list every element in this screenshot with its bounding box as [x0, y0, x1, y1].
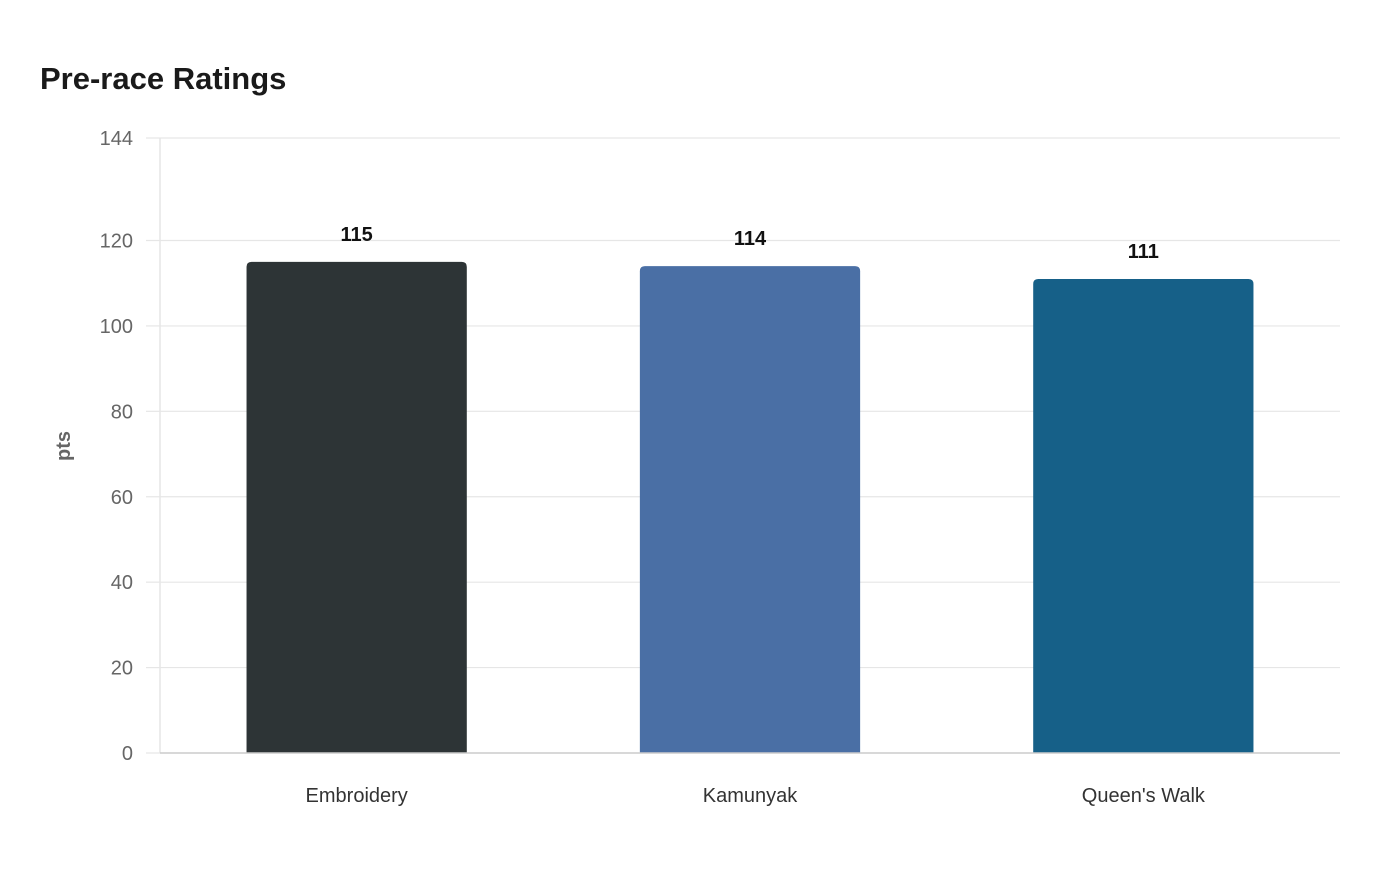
bar: [1033, 278, 1254, 753]
y-tick-label: 0: [122, 743, 133, 765]
y-tick-label: 144: [100, 128, 133, 150]
bar-value-label: 115: [341, 224, 373, 246]
chart-title: Pre-race Ratings: [40, 61, 287, 96]
y-tick-label: 20: [111, 658, 133, 680]
x-tick-label: Kamunyak: [703, 785, 798, 807]
y-axis: 0 20 40 60 80 100 120 144: [100, 128, 161, 765]
bars: 115 114 111: [246, 224, 1254, 753]
y-axis-title: pts: [53, 431, 75, 461]
y-tick-label: 60: [111, 487, 133, 509]
y-tick-label: 80: [111, 401, 133, 423]
y-tick-label: 100: [100, 316, 133, 338]
bar-value-label: 111: [1128, 241, 1159, 263]
bar-value-label: 114: [734, 228, 767, 250]
y-tick-label: 120: [100, 231, 133, 253]
x-tick-label: Embroidery: [306, 785, 408, 807]
x-tick-label: Queen's Walk: [1082, 785, 1206, 807]
x-axis: Embroidery Kamunyak Queen's Walk: [160, 752, 1340, 807]
bar: [246, 261, 467, 753]
y-tick-label: 40: [111, 572, 133, 594]
bar: [639, 266, 861, 753]
